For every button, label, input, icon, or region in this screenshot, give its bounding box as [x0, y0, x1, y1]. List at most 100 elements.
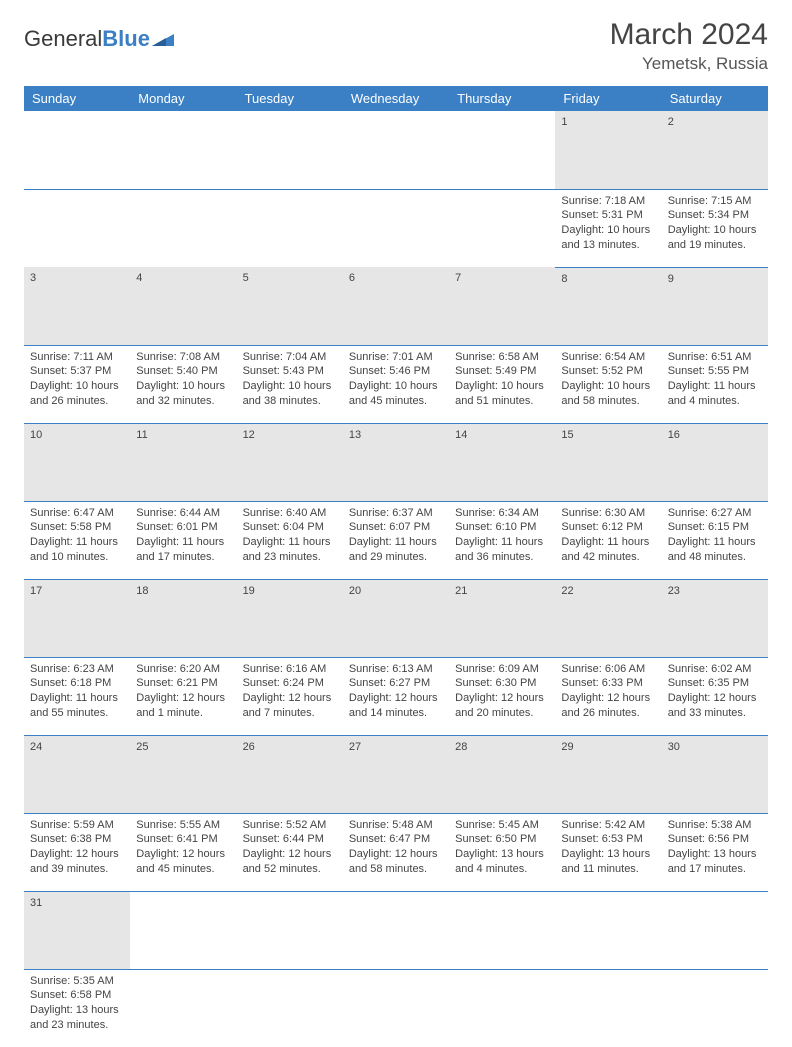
day-number-cell: 21: [449, 579, 555, 657]
day-detail-cell: Sunrise: 6:40 AMSunset: 6:04 PMDaylight:…: [237, 501, 343, 579]
day-number-cell: 5: [237, 267, 343, 345]
day-d1: Daylight: 12 hours: [668, 691, 762, 706]
day-ss: Sunset: 6:10 PM: [455, 520, 549, 535]
day-number-cell: 18: [130, 579, 236, 657]
day-detail-cell: [449, 189, 555, 267]
day-sr: Sunrise: 7:15 AM: [668, 194, 762, 209]
day-ss: Sunset: 5:34 PM: [668, 208, 762, 223]
logo: General Blue: [24, 18, 174, 52]
day-detail-cell: Sunrise: 5:52 AMSunset: 6:44 PMDaylight:…: [237, 813, 343, 891]
day-number-cell: 7: [449, 267, 555, 345]
day-d2: and 23 minutes.: [30, 1018, 124, 1033]
day-detail-cell: Sunrise: 6:27 AMSunset: 6:15 PMDaylight:…: [662, 501, 768, 579]
day-sr: Sunrise: 6:27 AM: [668, 506, 762, 521]
day-d1: Daylight: 12 hours: [136, 691, 230, 706]
day-sr: Sunrise: 6:23 AM: [30, 662, 124, 677]
day-d1: Daylight: 10 hours: [561, 379, 655, 394]
day-number-cell: 3: [24, 267, 130, 345]
day-detail-cell: [343, 189, 449, 267]
day-d1: Daylight: 11 hours: [243, 535, 337, 550]
day-ss: Sunset: 6:01 PM: [136, 520, 230, 535]
day-ss: Sunset: 6:24 PM: [243, 676, 337, 691]
day-ss: Sunset: 6:47 PM: [349, 832, 443, 847]
day-sr: Sunrise: 6:30 AM: [561, 506, 655, 521]
weekday-header: Sunday: [24, 86, 130, 111]
day-sr: Sunrise: 7:08 AM: [136, 350, 230, 365]
day-d2: and 17 minutes.: [668, 862, 762, 877]
day-ss: Sunset: 6:56 PM: [668, 832, 762, 847]
day-detail-cell: Sunrise: 7:15 AMSunset: 5:34 PMDaylight:…: [662, 189, 768, 267]
day-sr: Sunrise: 6:34 AM: [455, 506, 549, 521]
day-number-cell: [24, 111, 130, 189]
day-d2: and 20 minutes.: [455, 706, 549, 721]
day-d2: and 10 minutes.: [30, 550, 124, 565]
day-d2: and 45 minutes.: [349, 394, 443, 409]
day-number-cell: 27: [343, 735, 449, 813]
day-detail-cell: Sunrise: 6:34 AMSunset: 6:10 PMDaylight:…: [449, 501, 555, 579]
day-d2: and 55 minutes.: [30, 706, 124, 721]
day-number-cell: 25: [130, 735, 236, 813]
day-detail-row: Sunrise: 5:59 AMSunset: 6:38 PMDaylight:…: [24, 813, 768, 891]
day-number-cell: [555, 891, 661, 969]
day-sr: Sunrise: 6:13 AM: [349, 662, 443, 677]
day-d2: and 26 minutes.: [30, 394, 124, 409]
day-d2: and 7 minutes.: [243, 706, 337, 721]
day-number-cell: 29: [555, 735, 661, 813]
day-sr: Sunrise: 6:58 AM: [455, 350, 549, 365]
day-number-cell: 16: [662, 423, 768, 501]
day-d1: Daylight: 12 hours: [561, 691, 655, 706]
day-number-cell: [343, 111, 449, 189]
weekday-header-row: SundayMondayTuesdayWednesdayThursdayFrid…: [24, 86, 768, 111]
day-d1: Daylight: 10 hours: [668, 223, 762, 238]
logo-text-2: Blue: [102, 26, 150, 52]
day-number-cell: 11: [130, 423, 236, 501]
day-detail-cell: Sunrise: 6:09 AMSunset: 6:30 PMDaylight:…: [449, 657, 555, 735]
day-d2: and 48 minutes.: [668, 550, 762, 565]
day-ss: Sunset: 6:30 PM: [455, 676, 549, 691]
day-number-cell: 4: [130, 267, 236, 345]
day-d1: Daylight: 11 hours: [561, 535, 655, 550]
day-number-cell: 2: [662, 111, 768, 189]
day-detail-cell: Sunrise: 6:20 AMSunset: 6:21 PMDaylight:…: [130, 657, 236, 735]
day-d2: and 51 minutes.: [455, 394, 549, 409]
day-d2: and 45 minutes.: [136, 862, 230, 877]
day-ss: Sunset: 6:41 PM: [136, 832, 230, 847]
day-number-cell: 31: [24, 891, 130, 969]
day-d1: Daylight: 12 hours: [349, 691, 443, 706]
day-number-cell: [343, 891, 449, 969]
day-d2: and 13 minutes.: [561, 238, 655, 253]
day-detail-cell: Sunrise: 6:37 AMSunset: 6:07 PMDaylight:…: [343, 501, 449, 579]
day-number-cell: 12: [237, 423, 343, 501]
day-sr: Sunrise: 6:09 AM: [455, 662, 549, 677]
day-d2: and 58 minutes.: [561, 394, 655, 409]
day-ss: Sunset: 5:40 PM: [136, 364, 230, 379]
title-block: March 2024 Yemetsk, Russia: [610, 18, 768, 74]
day-sr: Sunrise: 5:42 AM: [561, 818, 655, 833]
day-d1: Daylight: 10 hours: [136, 379, 230, 394]
day-number-cell: 8: [555, 267, 661, 345]
day-d2: and 23 minutes.: [243, 550, 337, 565]
day-d2: and 11 minutes.: [561, 862, 655, 877]
day-sr: Sunrise: 6:44 AM: [136, 506, 230, 521]
day-number-cell: 14: [449, 423, 555, 501]
day-d2: and 4 minutes.: [668, 394, 762, 409]
day-d1: Daylight: 11 hours: [30, 691, 124, 706]
day-sr: Sunrise: 6:37 AM: [349, 506, 443, 521]
day-number-cell: 23: [662, 579, 768, 657]
day-detail-cell: Sunrise: 6:13 AMSunset: 6:27 PMDaylight:…: [343, 657, 449, 735]
day-detail-cell: [555, 969, 661, 1047]
day-d2: and 19 minutes.: [668, 238, 762, 253]
day-sr: Sunrise: 5:55 AM: [136, 818, 230, 833]
day-detail-cell: [130, 189, 236, 267]
day-d1: Daylight: 11 hours: [455, 535, 549, 550]
day-d1: Daylight: 12 hours: [30, 847, 124, 862]
day-ss: Sunset: 6:53 PM: [561, 832, 655, 847]
month-title: March 2024: [610, 18, 768, 52]
weekday-header: Monday: [130, 86, 236, 111]
day-detail-cell: Sunrise: 6:47 AMSunset: 5:58 PMDaylight:…: [24, 501, 130, 579]
day-sr: Sunrise: 6:06 AM: [561, 662, 655, 677]
weekday-header: Tuesday: [237, 86, 343, 111]
day-d1: Daylight: 10 hours: [30, 379, 124, 394]
day-ss: Sunset: 6:44 PM: [243, 832, 337, 847]
day-detail-cell: Sunrise: 5:45 AMSunset: 6:50 PMDaylight:…: [449, 813, 555, 891]
